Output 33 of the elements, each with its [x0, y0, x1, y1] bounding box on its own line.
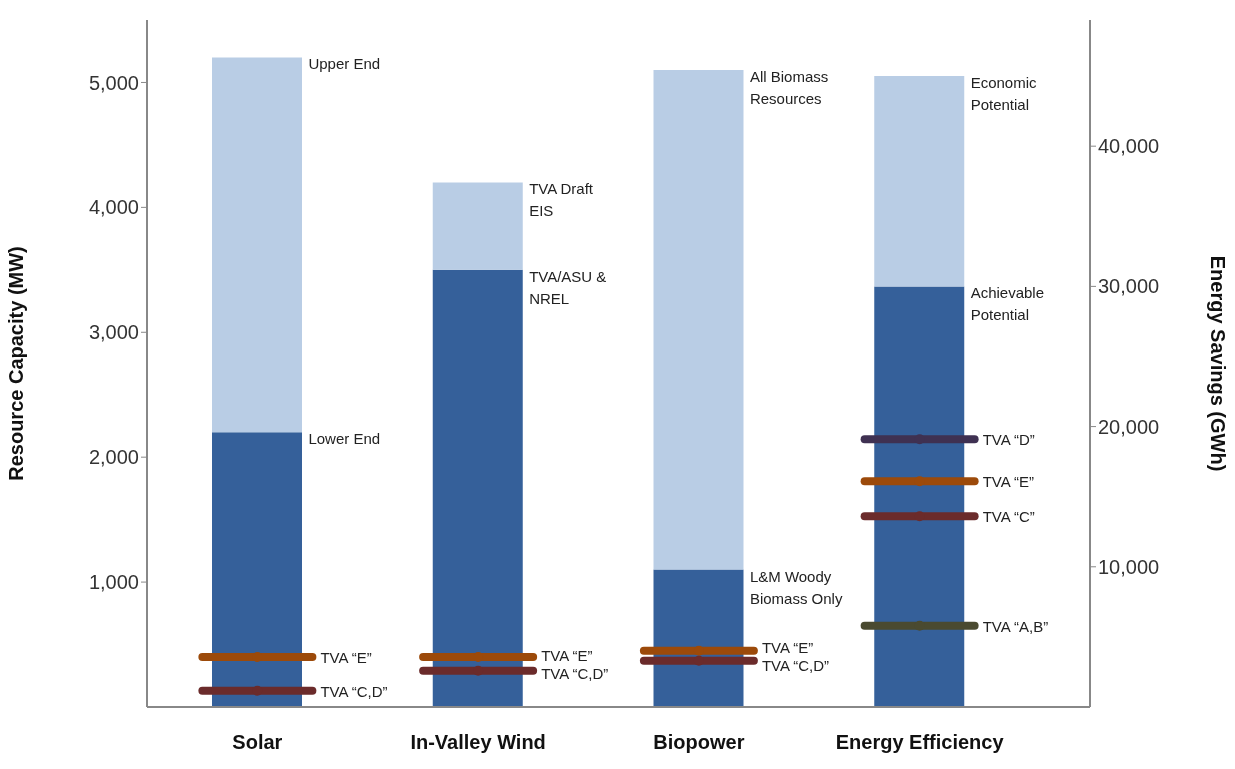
text: TVA “D”: [982, 431, 1035, 449]
text: TVA “C,D”: [541, 664, 609, 682]
text: TVA “E”: [320, 649, 372, 667]
y2-tick-label: 30,000: [1098, 275, 1160, 298]
annotation: TVA Draft EIS: [529, 180, 594, 220]
annotation: Lower End: [308, 430, 381, 448]
text: TVA “E”: [541, 646, 593, 664]
text: TVA “C,D”: [761, 656, 830, 674]
annotation: Achievable Potential: [970, 284, 1045, 324]
x-tick-label: Biopower: [653, 731, 745, 754]
annotation: All Biomass Resources: [749, 67, 829, 107]
text: TVA “A,B”: [982, 617, 1049, 635]
y-tick-label: 1,000: [88, 571, 139, 594]
y2-tick-label: 20,000: [1098, 415, 1160, 438]
x-tick-label: Energy Efficiency: [835, 731, 1005, 754]
text: TVA “C,D”: [320, 682, 388, 700]
annotation: TVA/ASU & NREL: [529, 267, 607, 307]
y2-axis-title: Energy Savings (GWh): [1206, 255, 1229, 472]
annotation: L&M Woody Biomass Only: [749, 567, 843, 607]
text: TVA “E”: [761, 638, 814, 656]
y-axis-title: Resource Capacity (MW): [5, 246, 28, 481]
x-tick-label: Solar: [232, 731, 283, 754]
x-tick-label: In-Valley Wind: [410, 731, 546, 754]
y2-tick-label: 10,000: [1098, 555, 1160, 578]
y-tick-label: 3,000: [88, 321, 139, 344]
y-tick-label: 2,000: [88, 446, 139, 469]
annotation: Economic Potential: [970, 74, 1037, 114]
text: TVA “C”: [982, 508, 1035, 526]
y2-tick-label: 40,000: [1098, 135, 1160, 158]
y-tick-label: 5,000: [88, 71, 139, 94]
annotation: Upper End: [308, 55, 381, 73]
text: TVA “E”: [982, 473, 1035, 491]
y-tick-label: 4,000: [88, 196, 139, 219]
